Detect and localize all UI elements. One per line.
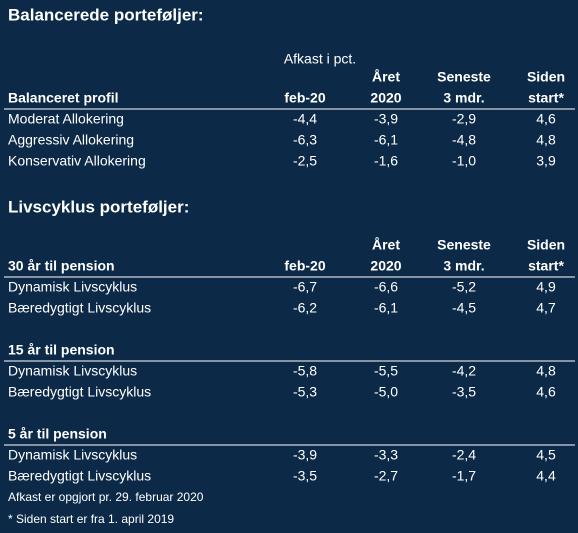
cell-value: -2,5 <box>293 153 317 169</box>
column-header: Året <box>372 69 400 85</box>
column-header: start* <box>528 90 564 106</box>
row-label: Bæredygtigt Livscyklus <box>8 300 151 316</box>
cell-value: 4,9 <box>536 279 556 295</box>
cell-value: -5,0 <box>374 384 398 400</box>
cell-value: -6,1 <box>374 132 398 148</box>
section-title: Livscyklus porteføljer: <box>8 197 189 216</box>
row-label: Aggressiv Allokering <box>8 132 134 148</box>
row-label: Dynamisk Livscyklus <box>8 363 137 379</box>
cell-value: -4,2 <box>452 363 476 379</box>
cell-value: 3,9 <box>536 153 556 169</box>
cell-value: -3,9 <box>374 111 398 127</box>
cell-value: 4,8 <box>536 363 556 379</box>
cell-value: 4,6 <box>536 111 556 127</box>
column-header: start* <box>528 258 564 274</box>
cell-value: -3,9 <box>293 447 317 463</box>
cell-value: 4,7 <box>536 300 556 316</box>
cell-value: -4,8 <box>452 132 476 148</box>
column-header: 3 mdr. <box>443 90 484 106</box>
cell-value: 4,8 <box>536 132 556 148</box>
group-heading: 5 år til pension <box>8 426 107 442</box>
row-label: Konservativ Allokering <box>8 153 146 169</box>
cell-value: 4,5 <box>536 447 556 463</box>
row-label: Bæredygtigt Livscyklus <box>8 468 151 484</box>
cell-value: -5,2 <box>452 279 476 295</box>
cell-value: -6,1 <box>374 300 398 316</box>
row-label: Dynamisk Livscyklus <box>8 279 137 295</box>
column-header: Siden <box>527 69 565 85</box>
column-header: feb-20 <box>284 258 325 274</box>
cell-value: -6,6 <box>374 279 398 295</box>
column-header: Seneste <box>437 237 491 253</box>
column-header: feb-20 <box>284 90 325 106</box>
cell-value: -6,2 <box>293 300 317 316</box>
cell-value: -5,3 <box>293 384 317 400</box>
cell-value: -3,3 <box>374 447 398 463</box>
column-header: Året <box>372 237 400 253</box>
row-label: Moderat Allokering <box>8 111 124 127</box>
cell-value: -2,9 <box>452 111 476 127</box>
group-heading: 15 år til pension <box>8 342 115 358</box>
cell-value: 4,6 <box>536 384 556 400</box>
column-header: 2020 <box>370 258 401 274</box>
group-heading: 30 år til pension <box>8 258 115 274</box>
cell-value: -1,0 <box>452 153 476 169</box>
note: Afkast i pct. <box>284 51 356 67</box>
group-heading: Balanceret profil <box>8 90 118 106</box>
row-label: Dynamisk Livscyklus <box>8 447 137 463</box>
cell-value: -1,7 <box>452 468 476 484</box>
cell-value: -5,5 <box>374 363 398 379</box>
footnote: Afkast er opgjort pr. 29. februar 2020 <box>8 490 204 504</box>
column-header: 3 mdr. <box>443 258 484 274</box>
column-header: 2020 <box>370 90 401 106</box>
column-header: Siden <box>527 237 565 253</box>
cell-value: -2,4 <box>452 447 476 463</box>
cell-value: -4,5 <box>452 300 476 316</box>
cell-value: -4,4 <box>293 111 317 127</box>
row-label: Bæredygtigt Livscyklus <box>8 384 151 400</box>
footnote: * Siden start er fra 1. april 2019 <box>8 512 174 526</box>
cell-value: -6,7 <box>293 279 317 295</box>
cell-value: -5,8 <box>293 363 317 379</box>
cell-value: -6,3 <box>293 132 317 148</box>
cell-value: -3,5 <box>452 384 476 400</box>
cell-value: -1,6 <box>374 153 398 169</box>
cell-value: -3,5 <box>293 468 317 484</box>
cell-value: 4,4 <box>536 468 556 484</box>
column-header: Seneste <box>437 69 491 85</box>
section-title: Balancerede porteføljer: <box>8 5 204 24</box>
cell-value: -2,7 <box>374 468 398 484</box>
